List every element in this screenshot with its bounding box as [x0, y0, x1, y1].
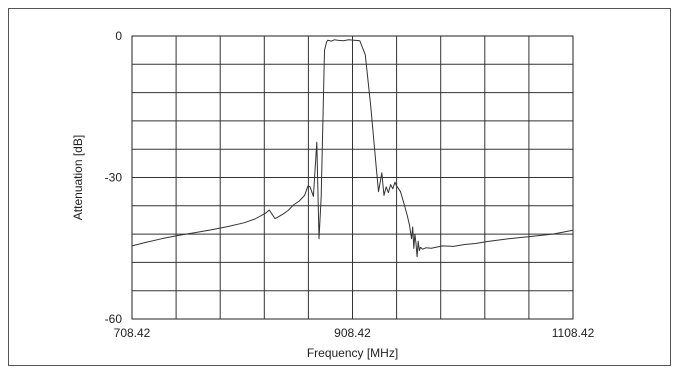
series-line	[131, 39, 574, 258]
x-tick-label: 908.42	[334, 326, 371, 340]
x-tick-label: 1108.42	[552, 326, 595, 340]
y-tick-label: -60	[105, 312, 123, 326]
tick-labels: 708.42 908.42 1108.42 0 -30 -60	[105, 29, 595, 340]
y-tick-label: -30	[105, 171, 123, 185]
series-layer	[131, 39, 574, 258]
x-tick-label: 708.42	[114, 326, 151, 340]
x-axis-label: Frequency [MHz]	[307, 346, 398, 360]
y-axis-label: Attenuation [dB]	[71, 135, 85, 220]
grid	[132, 36, 573, 319]
y-tick-label: 0	[115, 29, 122, 43]
